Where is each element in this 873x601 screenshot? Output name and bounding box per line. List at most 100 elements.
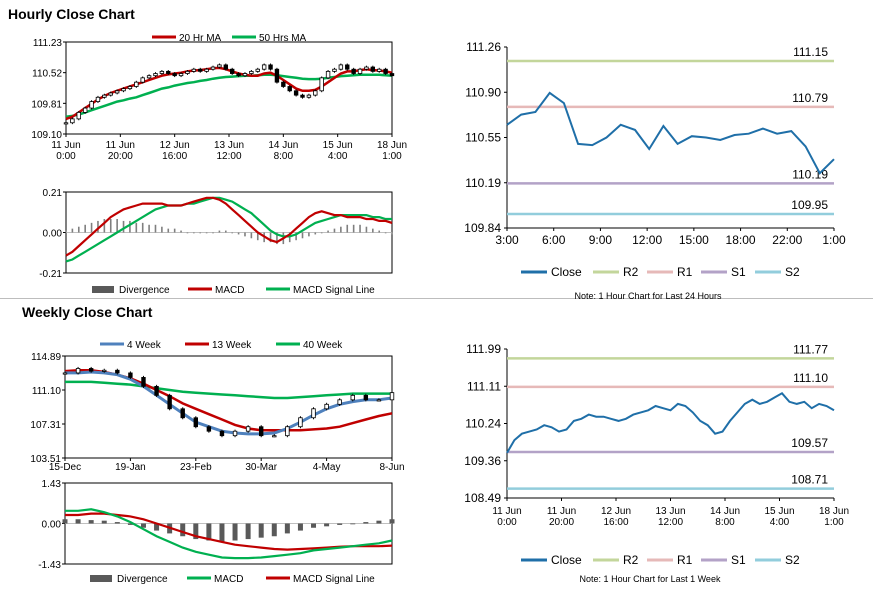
- weekly-price-frame: [64, 355, 393, 459]
- weekly-price-ytick-label: 114.89: [31, 352, 61, 363]
- hourly-close-xtick-label: 15:00: [679, 233, 709, 247]
- hourly-price-candle-body: [377, 68, 382, 72]
- hourly-price-candle-body: [364, 66, 369, 70]
- hourly-price-candle-body: [70, 118, 75, 124]
- hourly-macd-ytick-label: 0.21: [43, 188, 63, 199]
- weekly-40wk-ma-line: [65, 380, 392, 400]
- weekly-price-candle-body: [115, 369, 120, 374]
- weekly-price-candle-body: [376, 399, 382, 402]
- weekly-4wk-ma-line: [65, 370, 393, 436]
- hourly-close-ytick-label: 110.19: [465, 176, 501, 190]
- weekly-price-candle-body: [154, 385, 159, 396]
- weekly-price-ytick-label: 111.10: [32, 386, 62, 397]
- weekly-price-candle-body: [324, 403, 329, 410]
- hourly-macd-divergence-bar: [333, 228, 336, 233]
- hourly-price-candle-body: [389, 73, 395, 77]
- weekly-close-r1-level-label: 111.10: [793, 371, 828, 385]
- weekly-close-xtick-label: 1:00: [824, 517, 844, 528]
- hourly-macd-legend-swatch: [92, 286, 114, 293]
- hourly-price-candle-body: [76, 112, 81, 120]
- weekly-close-ytick-label: 110.24: [465, 417, 501, 431]
- hourly-macd-legend-label: MACD: [215, 285, 244, 296]
- hourly-macd-divergence-bar: [256, 232, 259, 241]
- hourly-close-s2-level-label: 109.95: [791, 198, 828, 212]
- weekly-price-ytick-label: 107.31: [30, 420, 61, 431]
- hourly-price-candle-body: [281, 81, 286, 87]
- weekly-price-candle-body: [62, 372, 68, 375]
- hourly-macd-divergence-bar: [205, 232, 208, 234]
- weekly-price-candle-body: [128, 372, 133, 378]
- hourly-price-xtick-label: 18 Jun: [377, 140, 407, 151]
- hourly-macd-divergence-bar: [295, 232, 297, 241]
- hourly-macd-divergence-bar: [365, 226, 368, 233]
- weekly-close-close-line: [506, 392, 835, 454]
- weekly-close-xtick-label: 14 Jun: [710, 506, 740, 517]
- hourly-price-candle-body: [223, 64, 229, 70]
- hourly-price-candle-body: [134, 81, 139, 87]
- hourly-close-ytick-label: 110.55: [465, 131, 501, 145]
- hourly-close-ytick-label: 110.90: [465, 85, 501, 99]
- weekly-macd-divergence-bar: [376, 520, 382, 524]
- weekly-price-candle-body: [258, 426, 264, 437]
- hourly-close-xtick-label: 18:00: [726, 233, 756, 247]
- hourly-price-ytick-label: 111.23: [33, 38, 63, 49]
- weekly-macd-ytick-label: 1.43: [42, 479, 62, 490]
- weekly-macd-divergence-bar: [88, 520, 94, 524]
- hourly-price-xtick-label: 11 Jun: [106, 140, 135, 151]
- hourly-price-candle-body: [82, 107, 88, 113]
- weekly-price-legend-label: 40 Week: [303, 340, 343, 351]
- hourly-macd-divergence-bar: [384, 232, 387, 234]
- hourly-macd-divergence-bar: [65, 230, 67, 233]
- hourly-price-candle-body: [300, 94, 305, 98]
- hourly-price-xtick-label: 8:00: [274, 151, 294, 162]
- weekly-price-xtick-label: 30-Mar: [245, 462, 277, 473]
- weekly-macd-divergence-bar: [232, 523, 238, 541]
- hourly-close-close-line: [506, 91, 835, 175]
- weekly-macd-divergence-bar: [62, 519, 68, 524]
- hourly-macd-legend-label: Divergence: [119, 285, 170, 296]
- hourly-macd-divergence-bar: [173, 228, 176, 233]
- hourly-macd-divergence-bar: [84, 224, 86, 233]
- hourly-macd-divergence-bar: [141, 222, 144, 233]
- weekly-macd-divergence-bar: [245, 523, 251, 540]
- hourly-price-candle-body: [127, 86, 133, 90]
- weekly-section-title: Weekly Close Chart: [22, 304, 153, 320]
- hourly-price-frame: [65, 41, 393, 135]
- weekly-price-candle-body: [389, 392, 395, 401]
- hourly-close-legend-label: S2: [785, 265, 800, 279]
- weekly-macd-divergence-bar: [180, 523, 186, 537]
- hourly-close-ytick-label: 109.84: [464, 221, 501, 235]
- hourly-price-candle-body: [255, 68, 260, 72]
- hourly-price-candle-body: [351, 68, 356, 74]
- hourly-macd-divergence-bar: [199, 232, 202, 234]
- weekly-close-xtick-label: 11 Jun: [547, 506, 576, 517]
- hourly-price-candle-body: [102, 94, 107, 98]
- hourly-price-candle-body: [95, 96, 101, 103]
- weekly-price-candle-body: [245, 426, 251, 432]
- hourly-macd-divergence-bar: [97, 220, 99, 233]
- weekly-macd-ytick-label: -1.43: [38, 560, 61, 571]
- weekly-macd-divergence-bar: [127, 523, 133, 525]
- hourly-50hr-ma-line: [65, 73, 393, 118]
- hourly-price-xtick-label: 15 Jun: [323, 140, 353, 151]
- hourly-macd-divergence-bar: [391, 232, 393, 235]
- hourly-close-xtick-label: 6:00: [542, 233, 566, 247]
- weekly-close-xtick-label: 15 Jun: [764, 506, 794, 517]
- weekly-close-xtick-label: 20:00: [549, 517, 574, 528]
- weekly-price-candle-body: [102, 369, 107, 372]
- weekly-price-xtick-label: 4-May: [313, 462, 341, 473]
- hourly-macd-divergence-bar: [135, 222, 138, 233]
- hourly-macd-divergence-bar: [122, 220, 125, 233]
- weekly-close-legend-label: S1: [731, 553, 746, 567]
- weekly-macd-divergence-bar: [154, 523, 160, 531]
- hourly-price-xtick-label: 20:00: [108, 151, 133, 162]
- hourly-price-xtick-label: 0:00: [56, 151, 76, 162]
- hourly-price-candle-body: [242, 73, 248, 77]
- weekly-macd-divergence-bar: [206, 523, 212, 541]
- hourly-price-xtick-label: 12 Jun: [160, 140, 190, 151]
- weekly-price-candle-body: [206, 426, 212, 432]
- weekly-close-ytick-label: 109.36: [464, 454, 501, 468]
- hourly-price-candle-body: [108, 92, 113, 96]
- hourly-price-candle-body: [345, 64, 350, 70]
- weekly-price-candle-body: [88, 368, 94, 372]
